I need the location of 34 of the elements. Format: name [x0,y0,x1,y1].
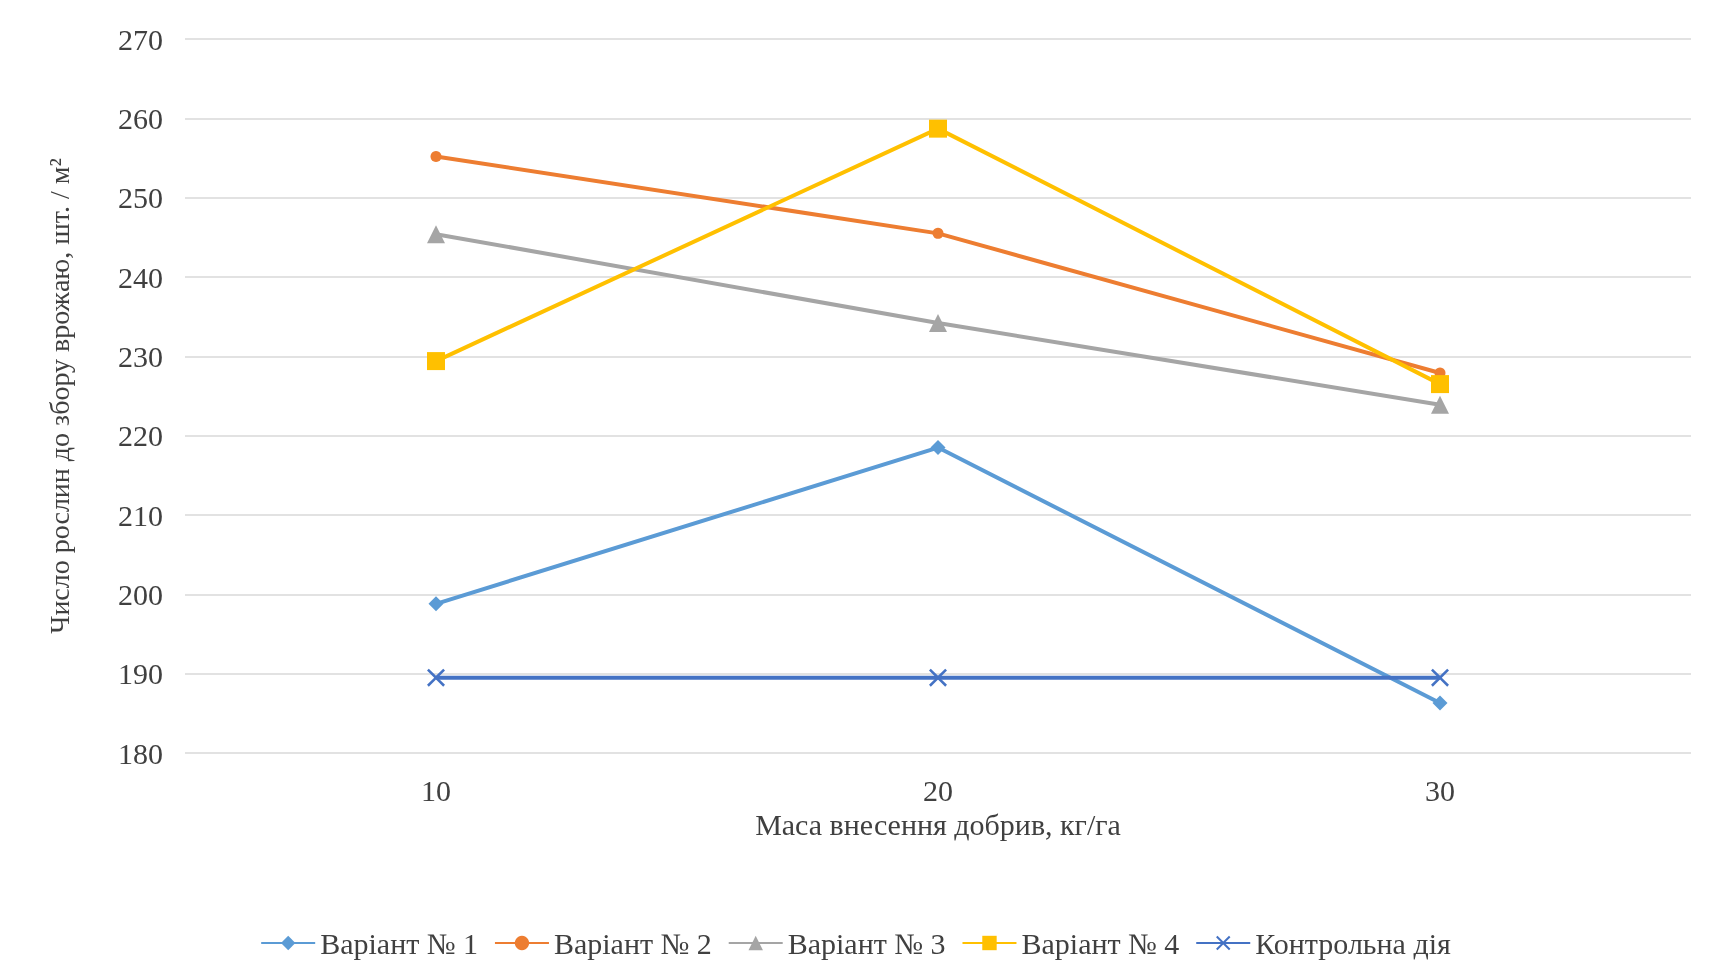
point [427,352,445,371]
legend-label: Варіант № 2 [553,926,712,960]
x-tick-label: 20 [923,773,953,807]
y-tick-label: 200 [118,577,163,611]
point [932,227,944,239]
legend-label: Контрольна дія [1255,926,1452,960]
point [1431,395,1449,414]
y-tick-label: 270 [118,22,163,56]
point [929,668,947,687]
y-tick-label: 230 [118,339,163,373]
point [1431,375,1449,394]
point [428,596,444,612]
point [930,440,946,456]
y-tick-label: 210 [118,498,163,532]
x-axis-title: Маса внесення добрив, кг/га [755,808,1121,842]
point [427,668,445,687]
point [1432,695,1448,711]
legend-label: Варіант № 3 [787,926,946,960]
point [929,119,947,138]
y-axis-title: Число рослин до збору врожаю, шт. / м² [43,158,75,634]
point [929,314,947,333]
legend-label: Варіант № 1 [320,926,478,960]
y-tick-label: 190 [118,657,163,691]
x-tick-label: 10 [421,773,451,807]
point [427,225,445,244]
y-tick-label: 180 [118,736,163,770]
point [430,150,442,162]
y-tick-label: 220 [118,419,163,453]
y-tick-label: 250 [118,181,163,215]
x-tick-label: 30 [1425,773,1455,807]
y-tick-label: 240 [118,260,163,294]
legend-label: Варіант № 4 [1021,926,1180,960]
point [1431,668,1449,687]
y-tick-label: 260 [118,101,163,135]
